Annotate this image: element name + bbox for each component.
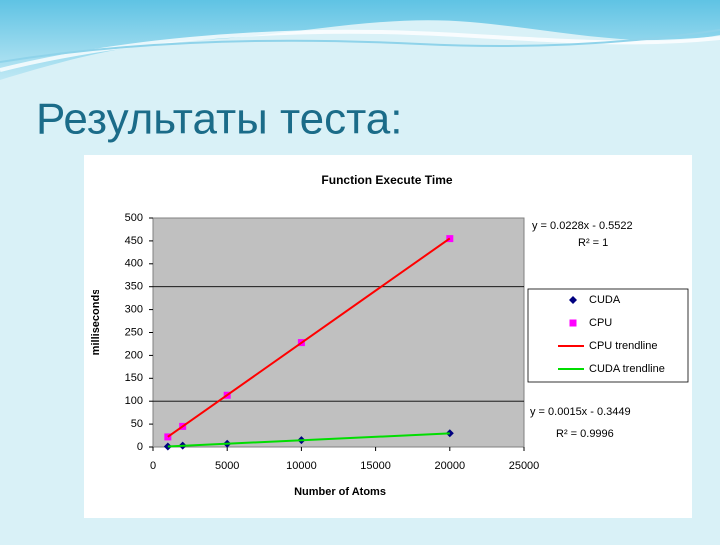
x-tick-label: 15000: [360, 460, 391, 472]
y-tick-label: 50: [131, 418, 143, 430]
y-tick-label: 200: [125, 349, 143, 361]
trendline: [167, 432, 450, 448]
slide-title: Результаты теста:: [36, 95, 402, 144]
y-tick-label: 500: [125, 212, 143, 224]
y-tick-label: 350: [125, 281, 143, 293]
y-tick-label: 300: [125, 304, 143, 316]
annotation: y = 0.0228x - 0.5522: [532, 220, 633, 232]
annotation: R² = 0.9996: [556, 428, 614, 440]
y-label-clip: milliseconds: [90, 289, 102, 356]
wave-line: [0, 29, 720, 63]
y-tick-label: 250: [125, 326, 143, 338]
data-point: [445, 429, 454, 438]
data-point: [164, 433, 172, 441]
y-tick-label: 0: [137, 441, 143, 453]
y-tick-label: 400: [125, 258, 143, 270]
legend-label: CPU: [589, 317, 612, 329]
annotation: y = 0.0015x - 0.3449: [530, 406, 631, 418]
x-tick-label: 5000: [215, 460, 239, 472]
legend-label: CPU trendline: [589, 340, 657, 352]
legend-swatch: [569, 296, 577, 304]
legend-swatch: [569, 319, 577, 327]
legend-label: CUDA: [589, 294, 621, 306]
y-axis-label: milliseconds: [90, 289, 102, 356]
x-tick-label: 10000: [286, 460, 317, 472]
x-tick-label: 25000: [509, 460, 540, 472]
plot-area: [152, 217, 525, 448]
x-axis-label: Number of Atoms: [294, 486, 386, 498]
y-tick-label: 150: [125, 372, 143, 384]
annotation: R² = 1: [578, 237, 608, 249]
header-wave: [0, 0, 720, 80]
legend-box: [527, 288, 689, 383]
data-point: [163, 442, 172, 451]
x-tick-label: 20000: [435, 460, 466, 472]
legend-label: CUDA trendline: [589, 363, 665, 375]
y-tick-label: 450: [125, 235, 143, 247]
trendline: [167, 237, 451, 438]
y-tick-label: 100: [125, 395, 143, 407]
x-tick-label: 0: [150, 460, 156, 472]
chart-title: Function Execute Time: [321, 173, 452, 187]
